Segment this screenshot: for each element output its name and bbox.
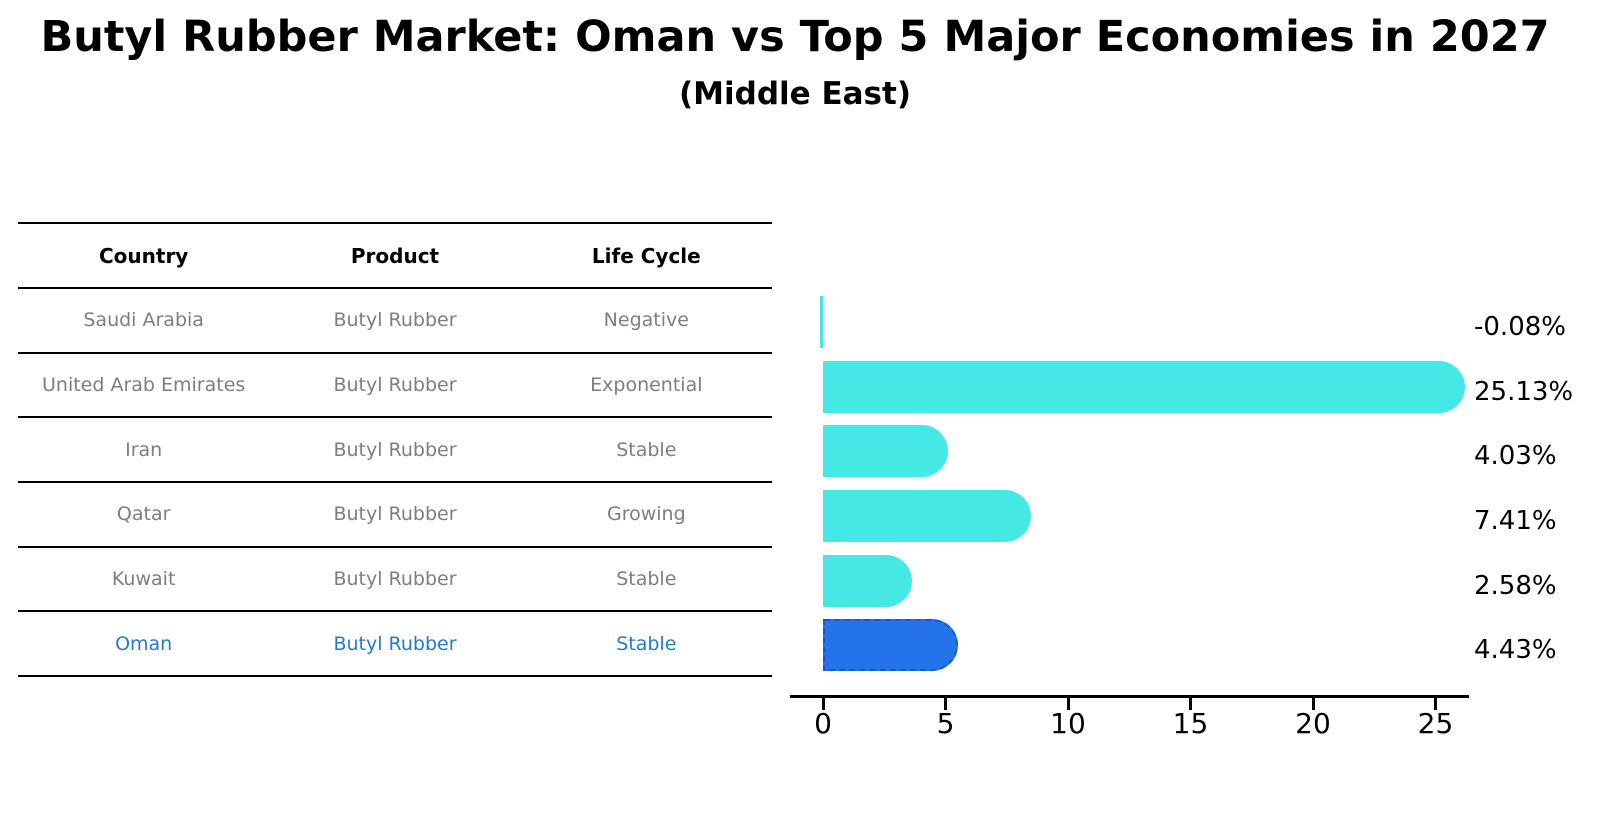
chart-bars-area: -0.08% 25.13% 4.03% 7.41% 2.58% 4.43%: [790, 290, 1604, 678]
cell-life-cycle: Growing: [606, 503, 686, 526]
x-tick-5: [944, 695, 947, 710]
x-tick-10: [1066, 695, 1070, 710]
cell-product: Butyl Rubber: [333, 568, 457, 591]
cell-life-cycle: Stable: [616, 568, 677, 591]
chart-subtitle: (Middle East): [678, 76, 911, 112]
bar-qatar: [823, 490, 1031, 543]
chart-row-united-arab-emirates: 25.13%: [790, 355, 1604, 420]
value-label-saudi-arabia: -0.08%: [1474, 312, 1566, 343]
table-header-row: Country Product Life Cycle: [18, 222, 772, 289]
bar-chart: -0.08% 25.13% 4.03% 7.41% 2.58% 4.43% 0 5 10 15 2…: [790, 290, 1604, 790]
table-row-united-arab-emirates: United Arab Emirates Butyl Rubber Exponent…: [18, 354, 772, 419]
bar-iran: [823, 425, 948, 478]
cell-product: Butyl Rubber: [333, 632, 457, 655]
cell-life-cycle: Stable: [616, 438, 677, 461]
x-tick-15: [1189, 695, 1192, 710]
table-row-qatar: Qatar Butyl Rubber Growing: [18, 483, 772, 548]
cell-country: Kuwait: [111, 568, 176, 591]
table-body: Saudi Arabia Butyl Rubber Negative United A…: [18, 289, 772, 678]
cell-country: Iran: [125, 438, 163, 461]
value-label-qatar: 7.41%: [1474, 506, 1557, 537]
cell-product: Butyl Rubber: [333, 438, 457, 461]
x-tick-0: [821, 695, 825, 710]
cell-country: United Arab Emirates: [42, 374, 246, 397]
value-label-kuwait: 2.58%: [1474, 570, 1557, 601]
chart-row-iran: 4.03%: [790, 419, 1604, 484]
value-label-oman: 4.43%: [1474, 635, 1557, 666]
cell-country: Oman: [115, 632, 173, 655]
column-header-product: Product: [350, 243, 440, 268]
x-tick-label-20: 20: [1295, 707, 1331, 740]
x-tick-label-0: 0: [814, 707, 832, 740]
bar-saudi-arabia: [820, 296, 823, 349]
x-tick-label-25: 25: [1417, 707, 1454, 740]
country-table: Country Product Life Cycle Saudi Arabia But…: [18, 222, 772, 678]
bar-united-arab-emirates: [823, 360, 1465, 413]
cell-life-cycle: Exponential: [590, 374, 703, 397]
chart-row-oman: 4.43%: [790, 613, 1604, 678]
chart-row-saudi-arabia: -0.08%: [790, 290, 1604, 355]
x-tick-label-10: 10: [1050, 707, 1086, 740]
cell-product: Butyl Rubber: [333, 374, 457, 397]
x-tick-label-15: 15: [1172, 707, 1209, 740]
x-axis-line: [790, 695, 1469, 698]
chart-row-kuwait: 2.58%: [790, 548, 1604, 613]
cell-life-cycle: Negative: [603, 309, 689, 332]
x-tick-label-5: 5: [936, 707, 955, 740]
cell-country: Qatar: [116, 503, 171, 526]
x-tick-25: [1434, 695, 1437, 710]
column-header-life-cycle: Life Cycle: [591, 243, 701, 268]
table-row-iran: Iran Butyl Rubber Stable: [18, 418, 772, 484]
column-header-country: Country: [98, 243, 189, 268]
bar-oman: [823, 619, 958, 672]
table-row-oman: Oman Butyl Rubber Stable: [18, 612, 772, 678]
cell-product: Butyl Rubber: [333, 309, 457, 332]
table-row-saudi-arabia: Saudi Arabia Butyl Rubber Negative: [18, 289, 772, 354]
value-label-united-arab-emirates: 25.13%: [1474, 376, 1574, 407]
value-label-iran: 4.03%: [1474, 441, 1557, 472]
cell-life-cycle: Stable: [616, 632, 677, 655]
cell-country: Saudi Arabia: [83, 309, 204, 332]
x-tick-20: [1311, 695, 1315, 710]
table-row-kuwait: Kuwait Butyl Rubber Stable: [18, 548, 772, 613]
chart-title: Butyl Rubber Market: Oman vs Top 5 Major…: [40, 12, 1550, 62]
cell-product: Butyl Rubber: [333, 503, 457, 526]
chart-row-qatar: 7.41%: [790, 484, 1604, 549]
bar-kuwait: [823, 554, 913, 607]
